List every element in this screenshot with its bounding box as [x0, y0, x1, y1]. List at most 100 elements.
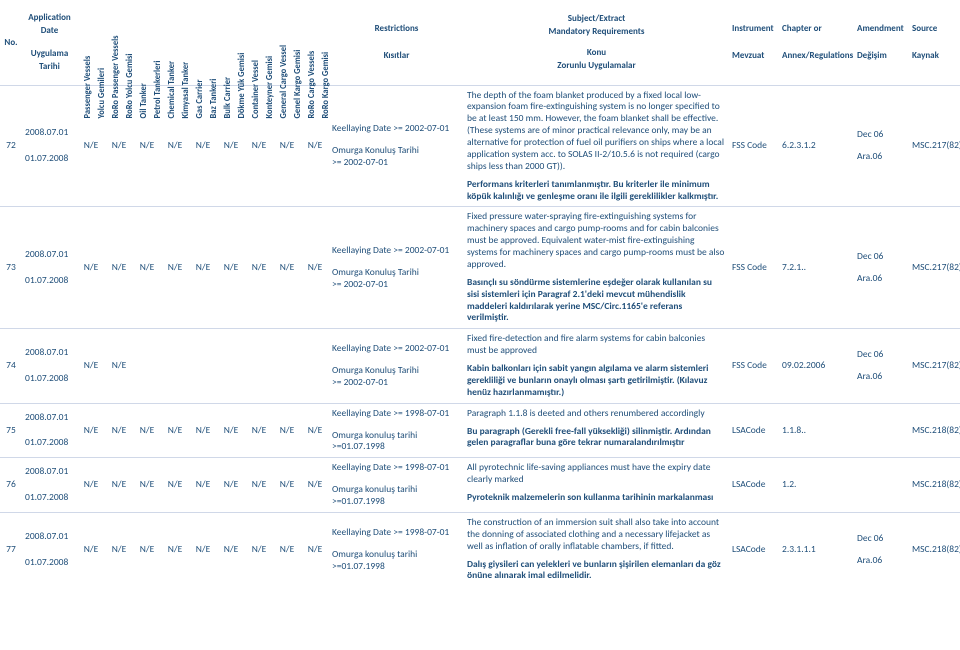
- cell-instrument: LSACode: [729, 512, 779, 586]
- cell-vessel: [133, 329, 161, 403]
- regulations-table: No. ApplicationDate UygulamaTarihi Passe…: [0, 0, 960, 586]
- cell-vessel: N/E: [217, 458, 245, 513]
- cell-instrument: FSS Code: [729, 85, 779, 207]
- cell-subject: All pyrotechnic life-saving appliances m…: [464, 458, 729, 513]
- cell-vessel: N/E: [161, 512, 189, 586]
- cell-vessel: N/E: [273, 458, 301, 513]
- cell-vessel: N/E: [273, 512, 301, 586]
- cell-subject: Fixed pressure water-spraying fire-extin…: [464, 207, 729, 329]
- cell-subject: The depth of the foam blanket produced b…: [464, 85, 729, 207]
- col-v5: Petrol Tankerleri: [147, 0, 161, 85]
- cell-instrument: LSACode: [729, 458, 779, 513]
- cell-vessel: N/E: [161, 207, 189, 329]
- cell-vessel: N/E: [189, 512, 217, 586]
- col-v11: Dökme Yük Gemisi: [231, 0, 245, 85]
- col-appdate: ApplicationDate UygulamaTarihi: [22, 0, 77, 85]
- col-v10: Bulk Carrier: [217, 0, 231, 85]
- cell-chapter: 1.2.: [779, 458, 854, 513]
- cell-vessel: N/E: [105, 207, 133, 329]
- col-v16: RoRo Cargo Vessels: [301, 0, 315, 85]
- cell-vessel: N/E: [77, 329, 105, 403]
- cell-source: MSC.218(82): [909, 458, 960, 513]
- cell-vessel: N/E: [245, 458, 273, 513]
- cell-amendment: Dec 06Ara.06: [854, 85, 909, 207]
- col-v13: Konteyner Gemisi: [259, 0, 273, 85]
- col-subj: Subject/ExtractMandatory RequirementsKon…: [464, 0, 729, 85]
- cell-vessel: [189, 329, 217, 403]
- table-row: 762008.07.0101.07.2008N/EN/EN/EN/EN/EN/E…: [0, 458, 960, 513]
- cell-vessel: N/E: [133, 458, 161, 513]
- col-v14: General Cargo Vessel: [273, 0, 287, 85]
- cell-vessel: N/E: [301, 207, 329, 329]
- cell-vessel: N/E: [245, 207, 273, 329]
- col-rest: RestrictionsKısıtlar: [329, 0, 464, 85]
- cell-vessel: N/E: [301, 458, 329, 513]
- table-row: 742008.07.0101.07.2008N/EN/EKeellaying D…: [0, 329, 960, 403]
- cell-vessel: [217, 329, 245, 403]
- col-v7: Kimyasal Tanker: [175, 0, 189, 85]
- cell-vessel: N/E: [133, 512, 161, 586]
- cell-vessel: N/E: [77, 458, 105, 513]
- cell-amendment: [854, 458, 909, 513]
- cell-dates: 2008.07.0101.07.2008: [22, 85, 77, 207]
- cell-vessel: N/E: [105, 458, 133, 513]
- cell-amendment: Dec 06Ara.06: [854, 512, 909, 586]
- cell-chapter: 1.1.8..: [779, 403, 854, 458]
- cell-vessel: [273, 329, 301, 403]
- cell-restrictions: Keellaying Date >= 1998-07-01Omurga konu…: [329, 403, 464, 458]
- cell-source: MSC.217(82): [909, 85, 960, 207]
- cell-vessel: N/E: [217, 403, 245, 458]
- cell-subject: Fixed fire-detection and fire alarm syst…: [464, 329, 729, 403]
- table-row: 732008.07.0101.07.2008N/EN/EN/EN/EN/EN/E…: [0, 207, 960, 329]
- cell-amendment: Dec 06Ara.06: [854, 329, 909, 403]
- cell-dates: 2008.07.0101.07.2008: [22, 207, 77, 329]
- cell-subject: Paragraph 1.1.8 is deeted and others ren…: [464, 403, 729, 458]
- col-v12: Container Vessel: [245, 0, 259, 85]
- cell-dates: 2008.07.0101.07.2008: [22, 512, 77, 586]
- cell-dates: 2008.07.0101.07.2008: [22, 458, 77, 513]
- col-amd: AmendmentDeğişim: [854, 0, 909, 85]
- cell-source: MSC.218(82): [909, 403, 960, 458]
- cell-vessel: N/E: [77, 512, 105, 586]
- cell-source: MSC.217(82): [909, 207, 960, 329]
- cell-vessel: N/E: [105, 403, 133, 458]
- cell-vessel: N/E: [133, 207, 161, 329]
- cell-restrictions: Keellaying Date >= 2002-07-01Omurga Konu…: [329, 85, 464, 207]
- cell-vessel: N/E: [161, 403, 189, 458]
- cell-instrument: FSS Code: [729, 207, 779, 329]
- col-src: SourceKaynak: [909, 0, 960, 85]
- col-chap: Chapter orAnnex/Regulations: [779, 0, 854, 85]
- table-row: 752008.07.0101.07.2008N/EN/EN/EN/EN/EN/E…: [0, 403, 960, 458]
- col-v8: Gas Carrier: [189, 0, 203, 85]
- col-no: No.: [0, 0, 22, 85]
- cell-chapter: 6.2.3.1.2: [779, 85, 854, 207]
- cell-vessel: N/E: [105, 329, 133, 403]
- col-v0: Passenger Vessels: [77, 0, 91, 85]
- cell-amendment: Dec 06Ara.06: [854, 207, 909, 329]
- cell-chapter: 2.3.1.1.1: [779, 512, 854, 586]
- cell-vessel: N/E: [189, 403, 217, 458]
- cell-vessel: N/E: [77, 207, 105, 329]
- cell-vessel: N/E: [105, 512, 133, 586]
- cell-vessel: N/E: [217, 512, 245, 586]
- cell-vessel: N/E: [273, 403, 301, 458]
- cell-restrictions: Keellaying Date >= 2002-07-01Omurga Konu…: [329, 329, 464, 403]
- cell-vessel: N/E: [133, 403, 161, 458]
- cell-no: 73: [0, 207, 22, 329]
- col-v6: Chemical Tanker: [161, 0, 175, 85]
- col-v17: RoRo Kargo Gemisi: [315, 0, 329, 85]
- col-v9: Baz Tankeri: [203, 0, 217, 85]
- cell-vessel: N/E: [189, 207, 217, 329]
- cell-vessel: N/E: [77, 403, 105, 458]
- cell-vessel: N/E: [217, 207, 245, 329]
- cell-instrument: FSS Code: [729, 329, 779, 403]
- table-row: 772008.07.0101.07.2008N/EN/EN/EN/EN/EN/E…: [0, 512, 960, 586]
- cell-instrument: LSACode: [729, 403, 779, 458]
- col-inst: InstrumentMevzuat: [729, 0, 779, 85]
- cell-vessel: N/E: [301, 403, 329, 458]
- cell-vessel: N/E: [245, 403, 273, 458]
- col-v2: RoRo Passenger Vessels: [105, 0, 119, 85]
- cell-restrictions: Keellaying Date >= 1998-07-01Omurga konu…: [329, 458, 464, 513]
- cell-restrictions: Keellaying Date >= 1998-07-01Omurga konu…: [329, 512, 464, 586]
- cell-vessel: [301, 329, 329, 403]
